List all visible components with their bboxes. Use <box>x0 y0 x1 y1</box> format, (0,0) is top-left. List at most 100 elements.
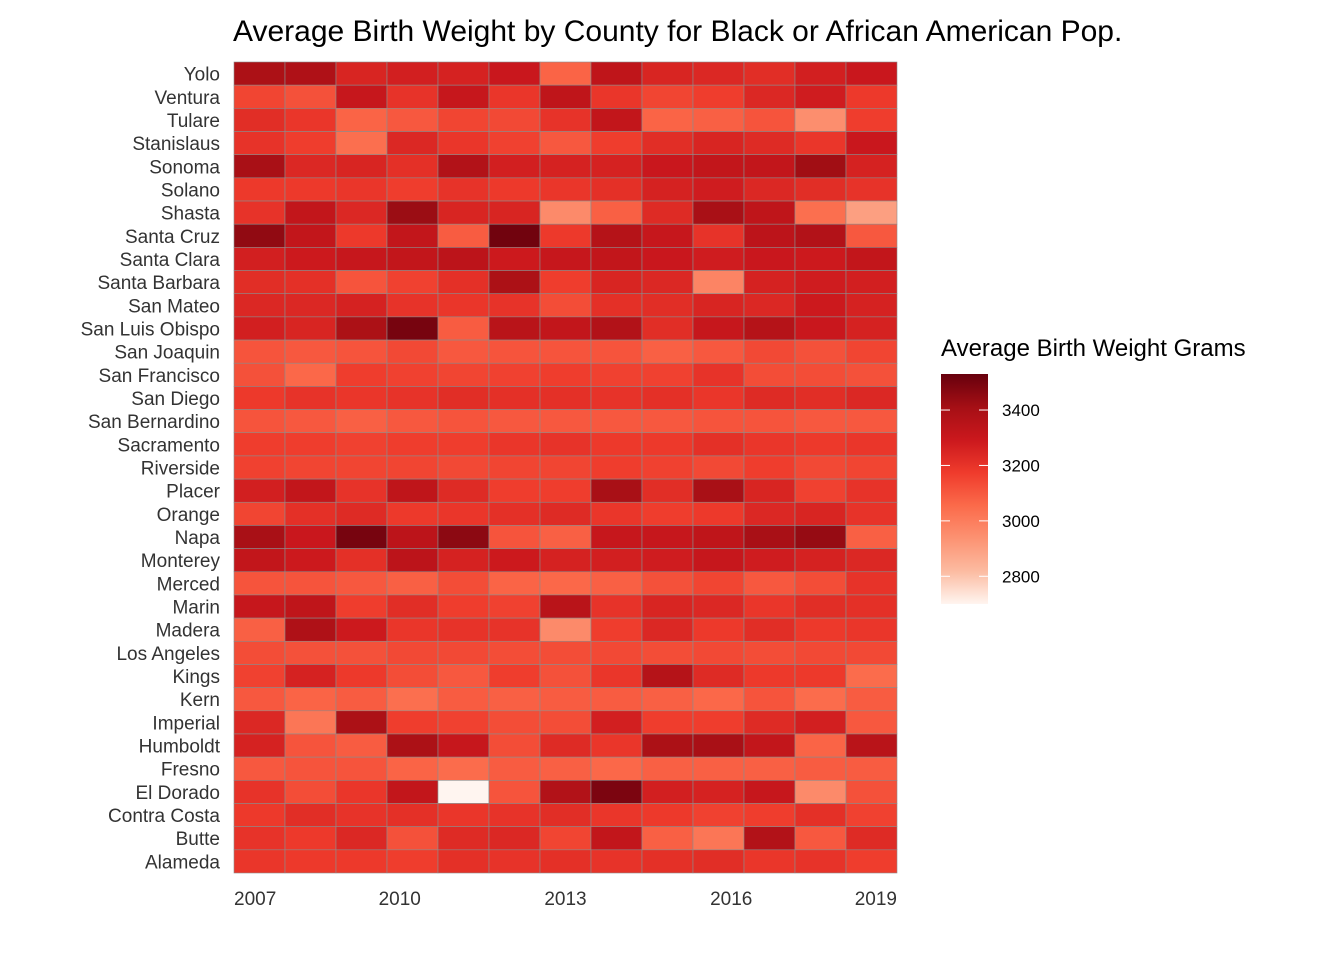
heatmap-cell <box>335 710 388 735</box>
heatmap-cell <box>539 270 592 295</box>
heatmap-cell <box>437 501 490 526</box>
heatmap-cell <box>437 594 490 619</box>
heatmap-cell <box>284 640 337 665</box>
heatmap-cell <box>641 455 694 480</box>
heatmap-cell <box>590 478 643 503</box>
heatmap-cell <box>794 780 847 804</box>
heatmap-cell <box>692 270 745 295</box>
heatmap-cell <box>590 409 643 434</box>
heatmap-cell <box>590 316 643 341</box>
heatmap-cell <box>335 640 388 665</box>
y-tick-label: Butte <box>176 829 220 850</box>
heatmap-cell <box>794 640 847 665</box>
heatmap-cell <box>590 432 643 457</box>
heatmap-cell <box>692 780 745 804</box>
heatmap-cell <box>488 200 541 225</box>
y-tick-label: Santa Cruz <box>125 227 220 248</box>
heatmap-cell <box>590 803 643 827</box>
heatmap-cell <box>233 177 286 202</box>
heatmap-cell <box>386 154 439 179</box>
heatmap-cell <box>692 177 745 202</box>
y-tick-label: Contra Costa <box>108 806 220 827</box>
heatmap-cell <box>233 61 286 86</box>
heatmap-cell <box>641 293 694 318</box>
heatmap-cell <box>539 687 592 712</box>
heatmap-cell <box>233 339 286 364</box>
y-tick-label: Monterey <box>141 551 221 572</box>
heatmap-cell <box>284 316 337 341</box>
heatmap-cell <box>539 223 592 248</box>
heatmap-cell <box>437 409 490 434</box>
heatmap-cell <box>539 594 592 619</box>
heatmap-cell <box>692 594 745 619</box>
heatmap-cell <box>641 733 694 758</box>
heatmap-cell <box>845 409 898 434</box>
heatmap-cell <box>335 61 388 86</box>
heatmap-cell <box>233 780 286 804</box>
heatmap-cell <box>590 154 643 179</box>
heatmap-cell <box>590 571 643 596</box>
heatmap-cell <box>641 432 694 457</box>
heatmap-cell <box>641 501 694 526</box>
y-tick-label: Marin <box>172 598 220 619</box>
heatmap-cell <box>641 571 694 596</box>
heatmap-cell <box>233 409 286 434</box>
heatmap-cell <box>743 154 796 179</box>
y-tick-label: San Mateo <box>128 296 220 317</box>
heatmap-cell <box>641 247 694 271</box>
heatmap-cell <box>590 664 643 688</box>
heatmap-cell <box>488 84 541 109</box>
heatmap-cell <box>641 826 694 851</box>
heatmap-cell <box>845 803 898 827</box>
heatmap-cell <box>794 432 847 457</box>
heatmap-cell <box>794 664 847 688</box>
heatmap-cell <box>488 571 541 596</box>
y-tick-label: Stanislaus <box>132 134 220 155</box>
heatmap-cell <box>437 386 490 410</box>
heatmap-cell <box>386 177 439 202</box>
heatmap-cell <box>335 108 388 132</box>
heatmap-cell <box>845 432 898 457</box>
heatmap-cell <box>845 455 898 480</box>
heatmap-cell <box>284 455 337 480</box>
heatmap-cell <box>641 270 694 295</box>
heatmap-cell <box>437 131 490 155</box>
y-tick-label: Kings <box>172 667 220 688</box>
heatmap-cell <box>284 131 337 155</box>
y-tick-label: San Diego <box>131 389 220 410</box>
heatmap-cell <box>590 733 643 758</box>
colorbar-tick-label: 2800 <box>1002 567 1040 586</box>
heatmap-cell <box>794 247 847 271</box>
heatmap-cell <box>437 84 490 109</box>
heatmap-cell <box>233 617 286 642</box>
heatmap-cell <box>437 478 490 503</box>
heatmap-cell <box>794 710 847 735</box>
heatmap-cell <box>386 548 439 573</box>
heatmap-cell <box>743 710 796 735</box>
heatmap-cell <box>845 61 898 86</box>
heatmap-cell <box>488 247 541 271</box>
heatmap-cell <box>743 293 796 318</box>
heatmap-cell <box>641 386 694 410</box>
heatmap-cell <box>437 362 490 387</box>
heatmap-cell <box>539 803 592 827</box>
heatmap-cell <box>488 617 541 642</box>
heatmap-cell <box>794 154 847 179</box>
heatmap-cell <box>743 84 796 109</box>
colorbar-tick-label: 3200 <box>1002 456 1040 475</box>
heatmap-cell <box>743 501 796 526</box>
heatmap-cell <box>692 432 745 457</box>
heatmap-cell <box>692 316 745 341</box>
heatmap-cell <box>845 780 898 804</box>
heatmap-cell <box>284 548 337 573</box>
heatmap-cell <box>386 386 439 410</box>
heatmap-cell <box>335 84 388 109</box>
heatmap-cell <box>233 501 286 526</box>
heatmap-cell <box>335 177 388 202</box>
heatmap-cell <box>284 293 337 318</box>
heatmap-cell <box>743 617 796 642</box>
heatmap-cell <box>488 270 541 295</box>
heatmap-cell <box>437 803 490 827</box>
heatmap-cell <box>233 826 286 851</box>
heatmap-cell <box>794 339 847 364</box>
